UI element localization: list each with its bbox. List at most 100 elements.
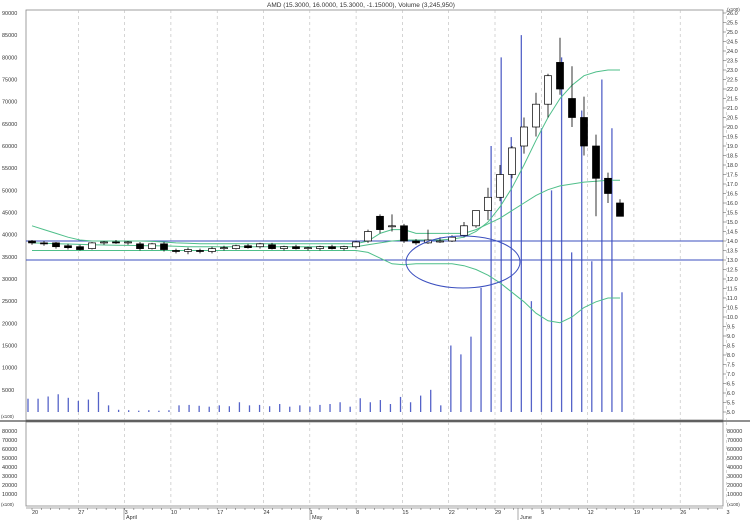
volume-tick-label: 25000 xyxy=(2,299,17,305)
x-tick-label: 3 xyxy=(727,510,730,516)
candle-body xyxy=(412,240,420,244)
price-tick-label: 17.0 xyxy=(727,182,738,188)
x-tick-label: 10 xyxy=(171,510,177,516)
price-tick-label: 23.5 xyxy=(727,59,738,65)
candle-body xyxy=(256,243,264,248)
price-tick-label: 10.0 xyxy=(727,315,738,321)
candle-body xyxy=(340,246,348,249)
lower-left-tick-label: 60000 xyxy=(2,447,17,453)
candle-body xyxy=(532,103,540,128)
x-tick-label: 5 xyxy=(541,510,544,516)
price-tick-label: 11.5 xyxy=(727,287,737,293)
price-tick-label: 22.0 xyxy=(727,87,738,93)
lower-right-tick-label: 30000 xyxy=(727,474,742,480)
candle-body xyxy=(112,241,120,244)
candle-body xyxy=(220,247,228,249)
lower-left-tick-label: 20000 xyxy=(2,483,17,489)
x-tick-label: 15 xyxy=(402,510,408,516)
price-tick-label: 15.5 xyxy=(727,211,738,217)
volume-tick-label: 50000 xyxy=(2,188,17,194)
price-tick-label: 19.0 xyxy=(727,144,738,150)
price-tick-label: 24.5 xyxy=(727,40,738,46)
lower-right-tick-label: 40000 xyxy=(727,465,742,471)
price-tick-label: 9.5 xyxy=(727,325,735,331)
candle-body xyxy=(160,243,168,250)
price-tick-label: 15.0 xyxy=(727,220,738,226)
envelope-mid-line xyxy=(31,69,620,248)
candle-body xyxy=(604,177,612,194)
volume-tick-label: 65000 xyxy=(2,122,17,128)
price-tick-label: 6.5 xyxy=(727,382,735,388)
price-tick-label: 9.0 xyxy=(727,334,735,340)
price-tick-label: 16.0 xyxy=(727,201,738,207)
x-tick-label: 1 xyxy=(310,510,313,516)
volume-tick-label: 75000 xyxy=(2,78,17,84)
price-tick-label: 25.0 xyxy=(727,30,738,36)
volume-tick-label: 20000 xyxy=(2,321,17,327)
price-tick-label: 12.0 xyxy=(727,277,738,283)
candle-body xyxy=(328,246,336,249)
price-tick-label: 5.0 xyxy=(727,410,735,416)
price-tick-label: 23.0 xyxy=(727,68,738,74)
lower-left-tick-label: 70000 xyxy=(2,438,17,444)
candle-body xyxy=(244,245,252,248)
lower-left-tick-label: 40000 xyxy=(2,465,17,471)
envelope-lines xyxy=(31,69,620,324)
price-tick-label: 7.0 xyxy=(727,372,735,378)
x-tick-label: 27 xyxy=(78,510,84,516)
price-tick-label: 20.0 xyxy=(727,125,738,131)
price-tick-label: 22.5 xyxy=(727,78,738,84)
candle-body xyxy=(172,250,180,252)
lower-right-tick-label: 50000 xyxy=(727,456,742,462)
lower-left-tick-label: 50000 xyxy=(2,456,17,462)
volume-tick-label: 40000 xyxy=(2,233,17,239)
price-tick-label: 8.5 xyxy=(727,344,735,350)
x-tick-label: 17 xyxy=(217,510,223,516)
candle-body xyxy=(52,242,60,248)
x-tick-label: 19 xyxy=(634,510,640,516)
candle-body xyxy=(520,126,528,147)
candle-body xyxy=(484,196,492,211)
candle-body xyxy=(76,246,84,250)
price-tick-label: 25.5 xyxy=(727,21,738,27)
candle-body xyxy=(124,241,132,244)
x-tick-label: 8 xyxy=(356,510,359,516)
month-label: May xyxy=(312,515,323,520)
price-tick-label: 20.5 xyxy=(727,116,738,122)
price-tick-label: 11.0 xyxy=(727,296,737,302)
volume-tick-label: 45000 xyxy=(2,211,17,217)
volume-tick-label: 55000 xyxy=(2,166,17,172)
candle-body xyxy=(616,202,624,217)
price-tick-label: 6.0 xyxy=(727,391,735,397)
volume-unit-label: (x100) xyxy=(1,414,14,419)
volume-tick-label: 60000 xyxy=(2,144,17,150)
candle-body xyxy=(436,240,444,243)
month-label: April xyxy=(126,515,137,520)
price-tick-label: 21.0 xyxy=(727,106,738,112)
x-tick-label: 29 xyxy=(495,510,501,516)
candle-body xyxy=(556,62,564,90)
candle-body xyxy=(40,242,48,245)
volume-tick-label: 10000 xyxy=(2,366,17,372)
candle-body xyxy=(64,245,72,248)
volume-tick-label: 90000 xyxy=(2,11,17,17)
candle-body xyxy=(208,248,216,252)
candle-body xyxy=(472,210,480,227)
price-tick-label: 26.0 xyxy=(727,11,738,17)
x-tick-label: 12 xyxy=(588,510,594,516)
candle-body xyxy=(268,244,276,249)
price-tick-label: 24.0 xyxy=(727,49,738,55)
x-tick-label: 26 xyxy=(680,510,686,516)
price-tick-label: 8.0 xyxy=(727,353,735,359)
volume-tick-label: 85000 xyxy=(2,33,17,39)
candle-body xyxy=(376,215,384,230)
candle-body xyxy=(100,241,108,244)
lower-right-tick-label: 60000 xyxy=(727,447,742,453)
volume-tick-label: 5000 xyxy=(2,388,14,394)
volume-tick-label: 30000 xyxy=(2,277,17,283)
candle-body xyxy=(448,236,456,242)
highlight-ellipse xyxy=(405,235,521,289)
lower-right-tick-label: 20000 xyxy=(727,483,742,489)
